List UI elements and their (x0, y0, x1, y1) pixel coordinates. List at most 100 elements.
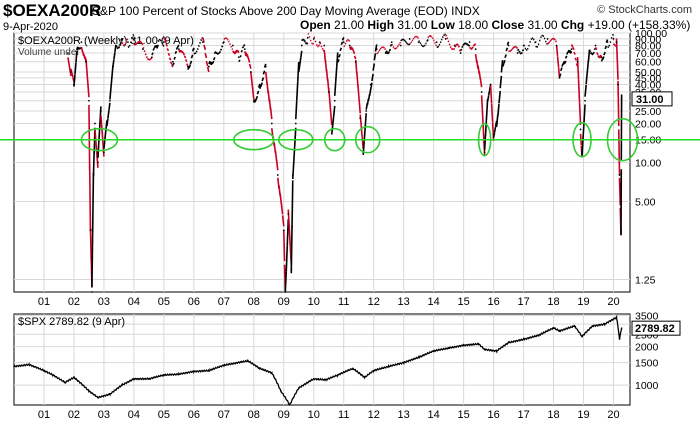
data-point (287, 213, 290, 215)
series-segment (176, 44, 180, 48)
series-segment (250, 71, 253, 82)
series-segment (462, 43, 465, 47)
series-segment (299, 50, 303, 58)
data-point (564, 60, 567, 63)
series-segment (88, 166, 92, 232)
spx-data-point (121, 384, 123, 386)
series-segment (189, 60, 193, 65)
series-segment (550, 38, 553, 41)
series-segment (458, 49, 462, 52)
series-segment (303, 39, 306, 43)
ohlc-summary: Open 21.00 High 31.00 Low 18.00 Close 31… (300, 18, 690, 32)
highlight-oval (233, 128, 275, 151)
series-legend: $OEXA200R (Weekly) 31.00 (9 Apr) (18, 35, 194, 47)
x-tick-label: 01 (38, 296, 50, 308)
data-point (91, 291, 93, 293)
data-point (177, 48, 180, 51)
data-point (375, 48, 378, 51)
series-segment (570, 44, 574, 48)
spx-data-point (297, 387, 300, 389)
last-value-flag (631, 91, 673, 107)
series-segment (445, 34, 448, 37)
data-point (612, 38, 615, 40)
open-label: Open (300, 18, 331, 32)
series-segment (133, 43, 136, 46)
spx-last-value-label: 2789.82 (635, 323, 675, 335)
x-tick-label: 06 (188, 296, 200, 308)
data-point (115, 44, 117, 47)
series-segment (495, 114, 499, 127)
series-segment (372, 63, 376, 71)
spx-data-point (447, 347, 450, 349)
series-segment (96, 154, 99, 168)
chg-label: Chg (560, 18, 585, 32)
series-segment (314, 40, 317, 43)
series-segment (163, 36, 166, 41)
series-segment (294, 100, 298, 120)
series-segment (509, 49, 512, 53)
series-segment (126, 38, 129, 41)
y-tick-label: 50.00 (635, 67, 661, 79)
x-tick-label: 10 (308, 296, 320, 308)
series-segment (251, 80, 254, 91)
series-segment (388, 48, 392, 52)
series-segment (118, 43, 122, 46)
x-tick-label: 13 (398, 409, 410, 421)
series-segment (125, 41, 128, 44)
series-segment (211, 60, 215, 65)
series-segment (196, 47, 199, 51)
series-segment (564, 55, 568, 59)
series-segment (487, 90, 491, 96)
x-tick-label: 18 (547, 296, 559, 308)
series-segment (560, 67, 563, 72)
series-segment (406, 43, 410, 46)
series-segment (574, 57, 578, 61)
y-tick-label: 2000 (635, 342, 659, 354)
data-point (546, 38, 549, 40)
series-segment (128, 44, 131, 47)
data-point (270, 122, 273, 125)
y-tick-label: 40.00 (635, 80, 661, 92)
spx-data-point (402, 361, 405, 364)
data-point (618, 174, 621, 176)
data-point (435, 41, 438, 44)
series-segment (88, 105, 91, 170)
y-tick-label: 25.00 (635, 106, 661, 118)
series-segment (612, 43, 616, 46)
series-segment (506, 41, 510, 46)
series-segment (601, 56, 605, 60)
series-segment (112, 59, 115, 67)
series-segment (552, 37, 555, 40)
spx-data-point (363, 376, 366, 379)
data-point (297, 65, 300, 68)
data-point (67, 52, 69, 54)
data-point (112, 65, 114, 68)
data-point (417, 41, 420, 44)
series-segment (279, 193, 283, 205)
series-segment (456, 43, 459, 46)
series-segment (578, 102, 582, 125)
series-segment (453, 47, 456, 50)
series-segment (209, 61, 212, 65)
series-segment (235, 49, 239, 53)
series-segment (127, 46, 130, 49)
data-point (103, 151, 105, 154)
series-segment (520, 51, 524, 55)
data-point (109, 99, 111, 102)
series-segment (568, 49, 572, 54)
series-segment (205, 60, 209, 67)
data-point (522, 44, 525, 47)
spx-data-point (372, 369, 375, 372)
x-tick-label: 17 (517, 409, 529, 421)
series-segment (466, 43, 470, 46)
spx-data-point (336, 374, 339, 376)
series-segment (374, 44, 378, 52)
data-point (323, 44, 326, 47)
close-value: 31.00 (527, 18, 558, 32)
series-segment (465, 42, 468, 46)
series-segment (455, 43, 458, 46)
series-segment (140, 41, 143, 44)
series-segment (479, 78, 483, 88)
series-segment (348, 46, 352, 51)
series-segment (345, 39, 348, 43)
